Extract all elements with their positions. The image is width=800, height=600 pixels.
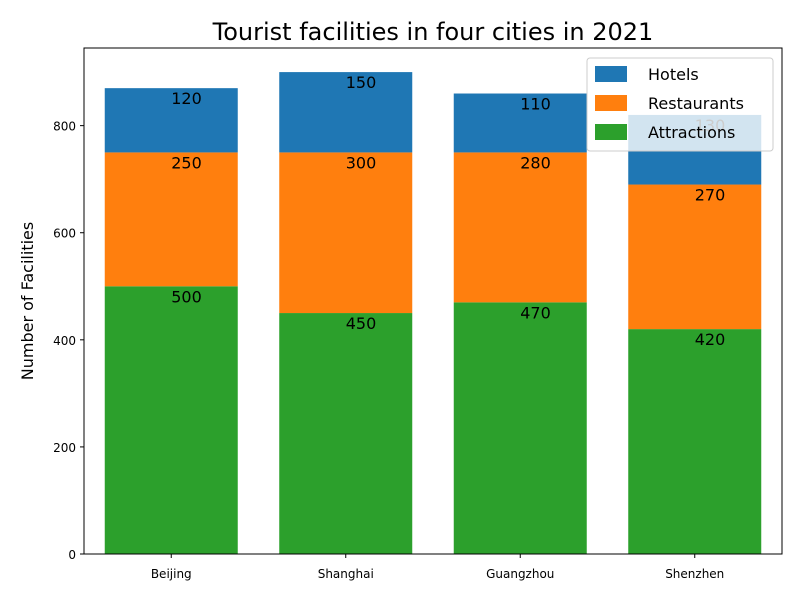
data-label-hotels-beijing: 120 [171,89,202,108]
bar-hotels-shanghai [279,72,413,153]
bar-restaurants-shenzhen [628,184,762,330]
bar-attractions-shenzhen [628,329,762,554]
legend-swatch-restaurants [595,95,627,111]
data-label-restaurants-guangzhou: 280 [520,153,551,172]
y-axis-title: Number of Facilities [18,222,37,380]
bar-restaurants-beijing [104,152,238,287]
data-labels-layer: 500250120450300150470280110420270130 [171,73,725,349]
legend-label-restaurants: Restaurants [648,94,744,113]
legend-label-hotels: Hotels [648,65,699,84]
y-tick-label: 200 [53,441,76,455]
data-label-hotels-guangzhou: 110 [520,95,551,114]
legend-label-attractions: Attractions [648,123,735,142]
data-label-restaurants-shenzhen: 270 [695,186,726,205]
x-tick-label-shenzhen: Shenzhen [665,567,724,581]
bar-hotels-guangzhou [453,93,587,153]
x-axis: Beijing Shanghai Guangzhou Shenzhen [151,554,724,581]
data-label-attractions-beijing: 500 [171,287,202,306]
bar-restaurants-shanghai [279,152,413,314]
bar-restaurants-guangzhou [453,152,587,303]
y-tick-label: 800 [53,120,76,134]
y-axis: 0 200 400 600 800 [53,120,84,562]
legend: Hotels Restaurants Attractions [586,57,774,152]
x-tick-label-guangzhou: Guangzhou [486,567,554,581]
legend-box [586,57,774,152]
data-label-restaurants-beijing: 250 [171,153,202,172]
bar-attractions-shanghai [279,313,413,554]
y-tick-label: 600 [53,227,76,241]
bar-attractions-beijing [104,286,238,554]
data-label-attractions-guangzhou: 470 [520,303,551,322]
x-tick-label-shanghai: Shanghai [318,567,374,581]
plot-frame [83,47,783,555]
bar-hotels-beijing [104,88,238,153]
data-label-hotels-shanghai: 150 [346,73,377,92]
y-tick-label: 400 [53,334,76,348]
data-label-attractions-shenzhen: 420 [695,330,726,349]
y-tick-label: 0 [68,548,76,562]
x-tick-label-beijing: Beijing [151,567,192,581]
data-label-attractions-shanghai: 450 [346,314,377,333]
data-label-restaurants-shanghai: 300 [346,153,377,172]
chart-title: Tourist facilities in four cities in 202… [212,18,654,46]
legend-swatch-attractions [595,124,627,140]
bars-layer [104,72,762,554]
legend-swatch-hotels [595,66,627,82]
bar-attractions-guangzhou [453,302,587,554]
